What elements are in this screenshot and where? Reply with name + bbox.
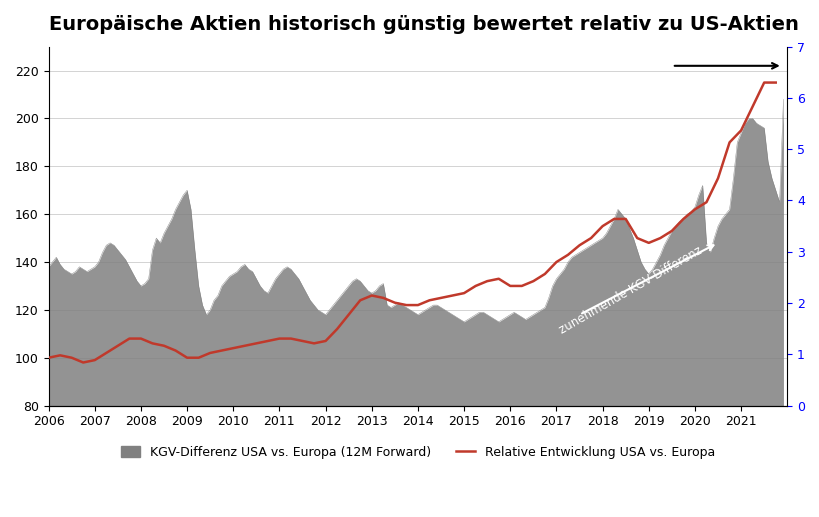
Text: Europäische Aktien historisch günstig bewertet relativ zu US-Aktien: Europäische Aktien historisch günstig be… <box>48 15 798 34</box>
Text: zunehmende KGV-Differenz: zunehmende KGV-Differenz <box>556 245 704 337</box>
Legend: KGV-Differenz USA vs. Europa (12M Forward), Relative Entwicklung USA vs. Europa: KGV-Differenz USA vs. Europa (12M Forwar… <box>115 441 719 464</box>
